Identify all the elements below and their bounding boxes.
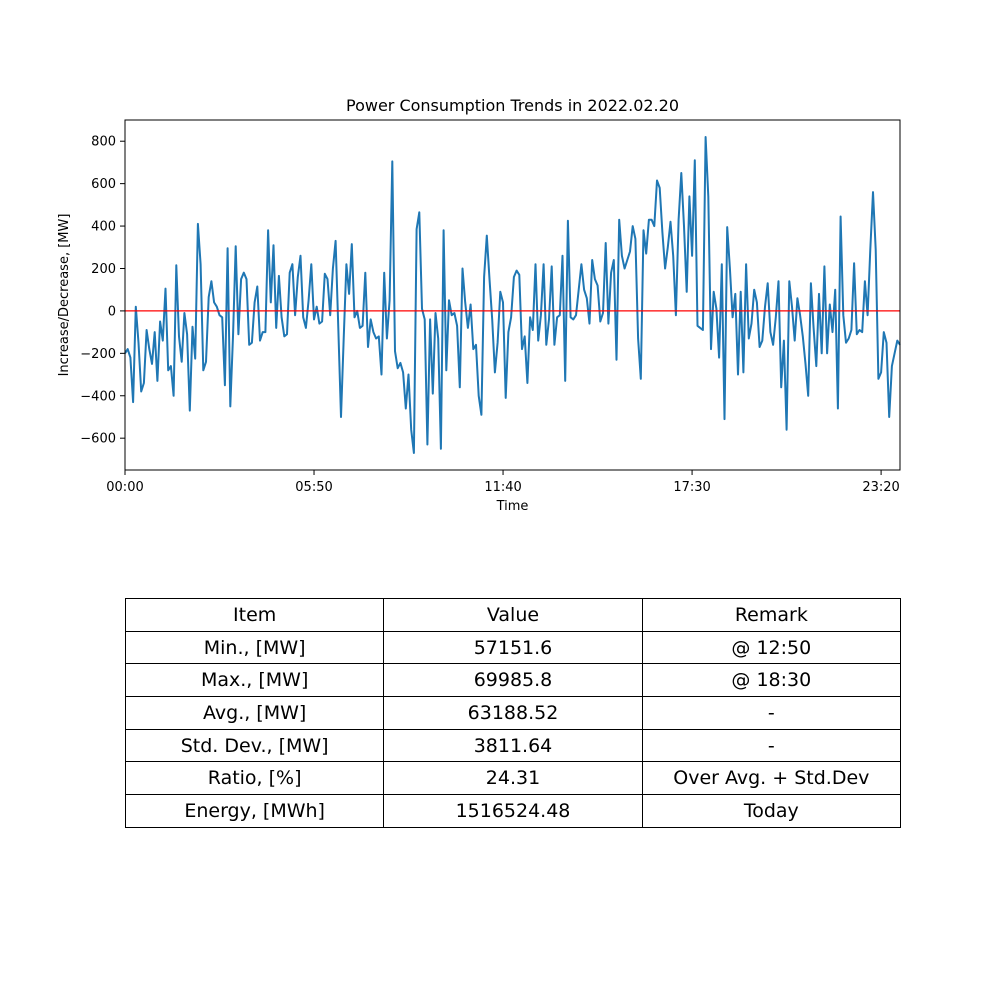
- cell-item: Ratio, [%]: [124, 761, 385, 796]
- cell-remark: -: [641, 696, 902, 730]
- plot-frame: [124, 119, 901, 471]
- cell-value: 57151.6: [383, 630, 643, 665]
- table-row: Ratio, [%] 24.31 Over Avg. + Std.Dev: [124, 761, 902, 796]
- line-chart: Power Consumption Trends in 2022.02.20 0…: [57, 96, 901, 514]
- cell-remark: Over Avg. + Std.Dev: [641, 761, 902, 796]
- y-tick-label: −600: [80, 432, 116, 447]
- cell-value: 1516524.48: [383, 794, 643, 828]
- x-tick-label: 11:40: [484, 480, 521, 495]
- cell-item: Max., [MW]: [124, 663, 385, 698]
- cell-item: Min., [MW]: [124, 630, 385, 665]
- table-row: Min., [MW] 57151.6 @ 12:50: [124, 630, 902, 665]
- x-axis-label: Time: [496, 499, 529, 514]
- cell-value: 24.31: [383, 761, 643, 796]
- table-row: Avg., [MW] 63188.52-: [124, 696, 902, 730]
- stats-table: Item Value Remark Min., [MW] 57151.6 @ 12:…: [124, 598, 902, 828]
- header-value: Value: [383, 598, 643, 632]
- cell-item: Std. Dev., [MW]: [124, 728, 385, 763]
- cell-remark: @ 18:30: [641, 663, 902, 698]
- x-tick-label: 23:20: [862, 480, 899, 495]
- cell-value: 69985.8: [383, 663, 643, 698]
- header-remark: Remark: [641, 598, 902, 632]
- cell-item: Avg., [MW]: [124, 696, 385, 730]
- series-line-0: [124, 136, 901, 454]
- y-tick-label: 400: [91, 220, 116, 235]
- x-tick-label: 00:00: [106, 480, 143, 495]
- y-tick-label: 800: [91, 135, 116, 150]
- cell-value: 3811.64: [383, 728, 643, 763]
- y-tick-label: 200: [91, 262, 116, 277]
- table-row: Std. Dev., [MW] 3811.64-: [124, 728, 902, 763]
- chart-title: Power Consumption Trends in 2022.02.20: [346, 96, 679, 115]
- header-item: Item: [124, 598, 385, 632]
- y-axis-label: Increase/Decrease, [MW]: [57, 214, 72, 377]
- y-tick-label: 0: [108, 304, 116, 319]
- y-tick-label: −400: [80, 389, 116, 404]
- y-tick-label: 600: [91, 177, 116, 192]
- y-tick-label: −200: [80, 347, 116, 362]
- cell-remark: -: [641, 728, 902, 763]
- table-row: Max., [MW] 69985.8 @ 18:30: [124, 663, 902, 698]
- table-row: Energy, [MWh] 1516524.48 Today: [124, 794, 902, 828]
- cell-remark: Today: [641, 794, 902, 828]
- x-tick-label: 05:50: [295, 480, 332, 495]
- x-tick-label: 17:30: [673, 480, 710, 495]
- table-header-row: Item Value Remark: [124, 598, 902, 632]
- cell-item: Energy, [MWh]: [124, 794, 385, 828]
- cell-remark: @ 12:50: [641, 630, 902, 665]
- cell-value: 63188.52: [383, 696, 643, 730]
